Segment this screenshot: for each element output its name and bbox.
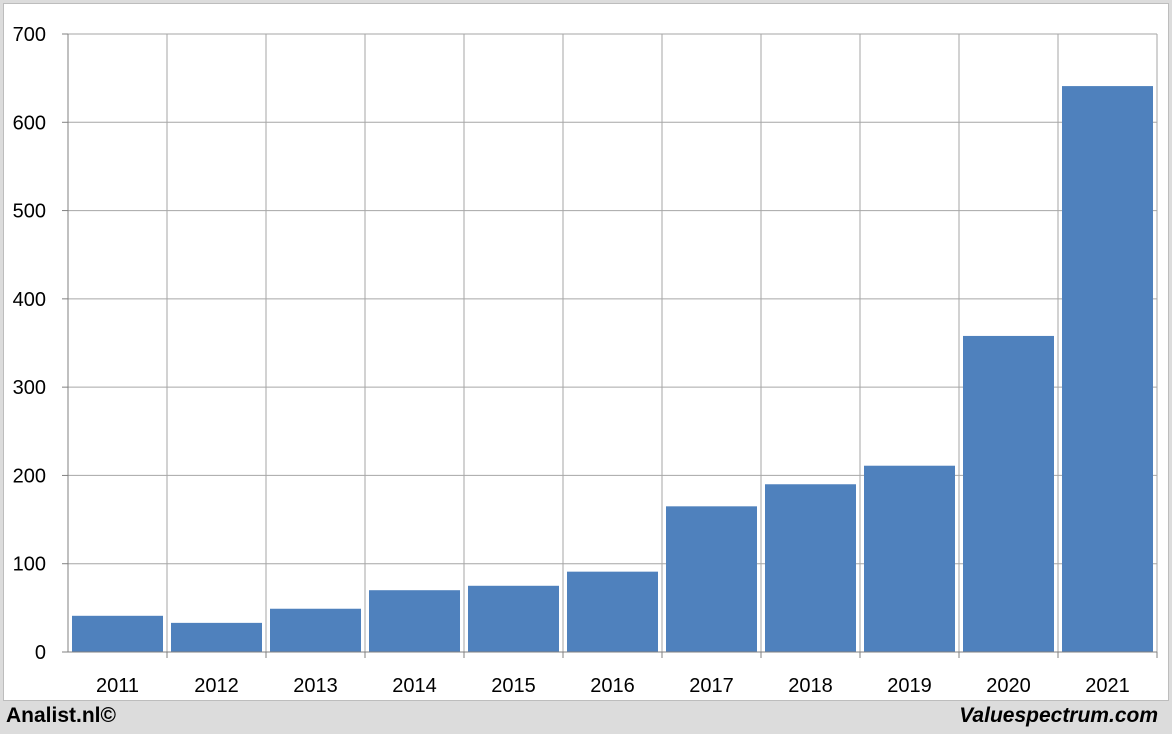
bar-2017	[666, 506, 757, 652]
footer-source-label: Analist.nl©	[6, 704, 116, 727]
bar-2019	[864, 465, 955, 652]
x-tick-label: 2021	[1085, 675, 1130, 697]
y-tick-label: 400	[13, 289, 46, 311]
y-tick-label: 700	[13, 24, 46, 46]
x-tick-label: 2020	[986, 675, 1031, 697]
bar-2012	[171, 622, 262, 652]
x-tick-label: 2018	[788, 675, 833, 697]
bars	[72, 86, 1153, 653]
y-tick-label: 300	[13, 377, 46, 399]
x-tick-label: 2013	[293, 675, 338, 697]
bar-2020	[963, 335, 1054, 652]
x-tick-label: 2016	[590, 675, 635, 697]
y-tick-label: 200	[13, 465, 46, 487]
x-tick-label: 2019	[887, 675, 932, 697]
x-tick-labels: 2011 2012 2013 2014 2015 2016 2017 2018 2019 2020…	[96, 675, 1130, 697]
bar-2021	[1062, 86, 1153, 653]
y-tick-label: 500	[13, 201, 46, 223]
bar-2014	[369, 590, 460, 652]
x-tick-label: 2012	[194, 675, 239, 697]
y-tick-label: 100	[13, 554, 46, 576]
footer-site-label: Valuespectrum.com	[959, 704, 1158, 727]
y-tick-labels: 0 100 200 300 400 500 600 700	[13, 24, 46, 664]
bar-2013	[270, 608, 361, 652]
x-tick-label: 2017	[689, 675, 734, 697]
bar-2011	[72, 615, 163, 652]
y-tick-label: 0	[35, 642, 46, 664]
x-tick-label: 2014	[392, 675, 437, 697]
x-tick-label: 2011	[96, 675, 139, 697]
bar-2018	[765, 484, 856, 652]
bar-2016	[567, 571, 658, 652]
x-tick-label: 2015	[491, 675, 536, 697]
axes	[62, 33, 1158, 658]
bar-2015	[468, 585, 559, 652]
y-tick-label: 600	[13, 112, 46, 134]
